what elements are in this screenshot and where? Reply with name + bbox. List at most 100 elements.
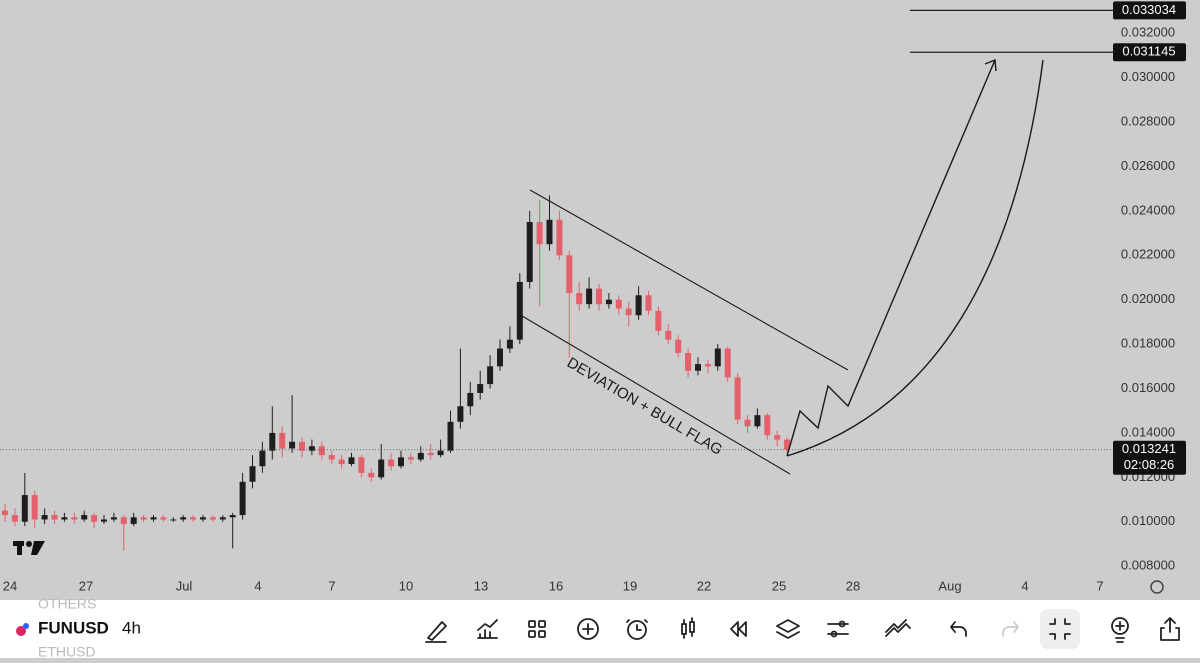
candle-body — [427, 452, 434, 456]
candle-body — [536, 222, 543, 245]
candle-body — [239, 481, 246, 516]
candle-body — [71, 517, 78, 520]
price-tag — [1113, 43, 1186, 62]
candle-body — [576, 293, 583, 305]
candle-body — [91, 515, 98, 522]
chart-type-icon[interactable] — [681, 617, 695, 639]
candle-body — [764, 415, 771, 436]
add-icon[interactable] — [577, 618, 599, 640]
candle-body — [279, 432, 286, 449]
candle-body — [368, 472, 375, 478]
candle-body — [388, 459, 395, 467]
candle-body — [526, 222, 533, 282]
candle-body — [269, 432, 276, 451]
y-tick-label: 0.030000 — [1121, 69, 1175, 84]
candle-body — [289, 441, 296, 449]
replay-icon[interactable] — [730, 621, 747, 637]
x-tick-label: 4 — [254, 578, 261, 593]
y-tick-label: 0.010000 — [1121, 513, 1175, 528]
candle-body — [744, 419, 751, 427]
candle-body — [685, 352, 692, 371]
toolbar — [0, 600, 1200, 658]
candle-body — [120, 517, 127, 524]
x-tick-label: 4 — [1021, 578, 1028, 593]
fullscreen-icon[interactable] — [1049, 618, 1071, 640]
draw-icon[interactable] — [425, 621, 447, 643]
ideas-icon[interactable] — [1111, 617, 1129, 643]
candle-body — [308, 446, 315, 451]
compare-icon[interactable] — [885, 619, 911, 637]
share-icon[interactable] — [1160, 617, 1180, 641]
candle-body — [41, 515, 48, 520]
candle-body — [566, 255, 573, 294]
candle-body — [249, 466, 256, 482]
candle-body — [130, 517, 137, 524]
plot — [2, 195, 791, 551]
candle-body — [180, 517, 187, 520]
axes: 0.0080000.0100000.0120000.0140000.016000… — [0, 1, 1186, 594]
drawings — [516, 59, 1044, 475]
redo-icon[interactable] — [1002, 621, 1019, 637]
candle-body — [506, 339, 513, 349]
candle-body — [457, 406, 464, 422]
x-tick-label: 10 — [399, 578, 413, 593]
x-tick-label: Aug — [938, 578, 961, 593]
alert-icon[interactable] — [626, 619, 648, 640]
candle-body — [2, 510, 8, 516]
y-tick-label: 0.014000 — [1121, 424, 1175, 439]
interval[interactable]: 4h — [122, 618, 141, 637]
candle-body — [625, 308, 632, 316]
x-tick-label: 7 — [328, 578, 335, 593]
candle-body — [596, 288, 602, 305]
y-tick-label: 0.028000 — [1121, 114, 1175, 129]
candle-body — [219, 517, 226, 520]
candle-body — [605, 299, 612, 305]
candle-body — [487, 366, 494, 385]
candle-body — [467, 392, 474, 407]
candle-body — [615, 299, 622, 309]
layers-icon[interactable] — [776, 619, 800, 639]
symbol[interactable]: FUNUSD — [38, 618, 109, 637]
indicators-icon[interactable] — [477, 619, 498, 639]
candle-body — [695, 364, 701, 371]
y-tick-label: 0.020000 — [1121, 291, 1175, 306]
y-tick-label: 0.008000 — [1121, 558, 1175, 573]
candle-body — [704, 364, 711, 367]
candle-body — [774, 435, 781, 440]
candle-body — [675, 339, 682, 353]
last-price-tag — [1113, 440, 1186, 475]
arrow-head — [984, 59, 997, 72]
candle-body — [516, 281, 523, 340]
settings-icon[interactable] — [827, 620, 849, 638]
price-tag-label: 0.033034 — [1122, 2, 1176, 17]
y-tick-label: 0.032000 — [1121, 25, 1175, 40]
candle-body — [110, 517, 117, 520]
x-tick-label: 25 — [772, 578, 786, 593]
last-price-label: 0.013241 — [1122, 441, 1176, 456]
candle-body — [11, 515, 18, 522]
candle-body — [635, 295, 642, 316]
candle-body — [655, 310, 662, 331]
x-tick-label: Jul — [176, 578, 193, 593]
y-tick-label: 0.022000 — [1121, 247, 1175, 262]
candle-body — [734, 377, 741, 420]
x-tick-label: 7 — [1096, 578, 1103, 593]
fullscreen-button[interactable] — [1040, 609, 1080, 649]
candle-body — [784, 439, 791, 450]
channel-lower — [516, 312, 791, 475]
candle-body — [200, 517, 206, 520]
candle-body — [21, 495, 28, 522]
undo-icon[interactable] — [950, 621, 967, 637]
watchlist-item[interactable]: ETHUSD — [38, 644, 96, 660]
candle-body — [190, 517, 197, 520]
projection-arrow — [786, 59, 996, 457]
x-tick-label: 19 — [623, 578, 637, 593]
y-tick-label: 0.024000 — [1121, 202, 1175, 217]
toolbar-icons — [425, 609, 1180, 649]
channel-upper — [529, 189, 849, 371]
watchlist-item[interactable]: OTHERS — [38, 596, 96, 612]
layout-icon[interactable] — [528, 620, 546, 638]
candle-body — [81, 515, 88, 520]
